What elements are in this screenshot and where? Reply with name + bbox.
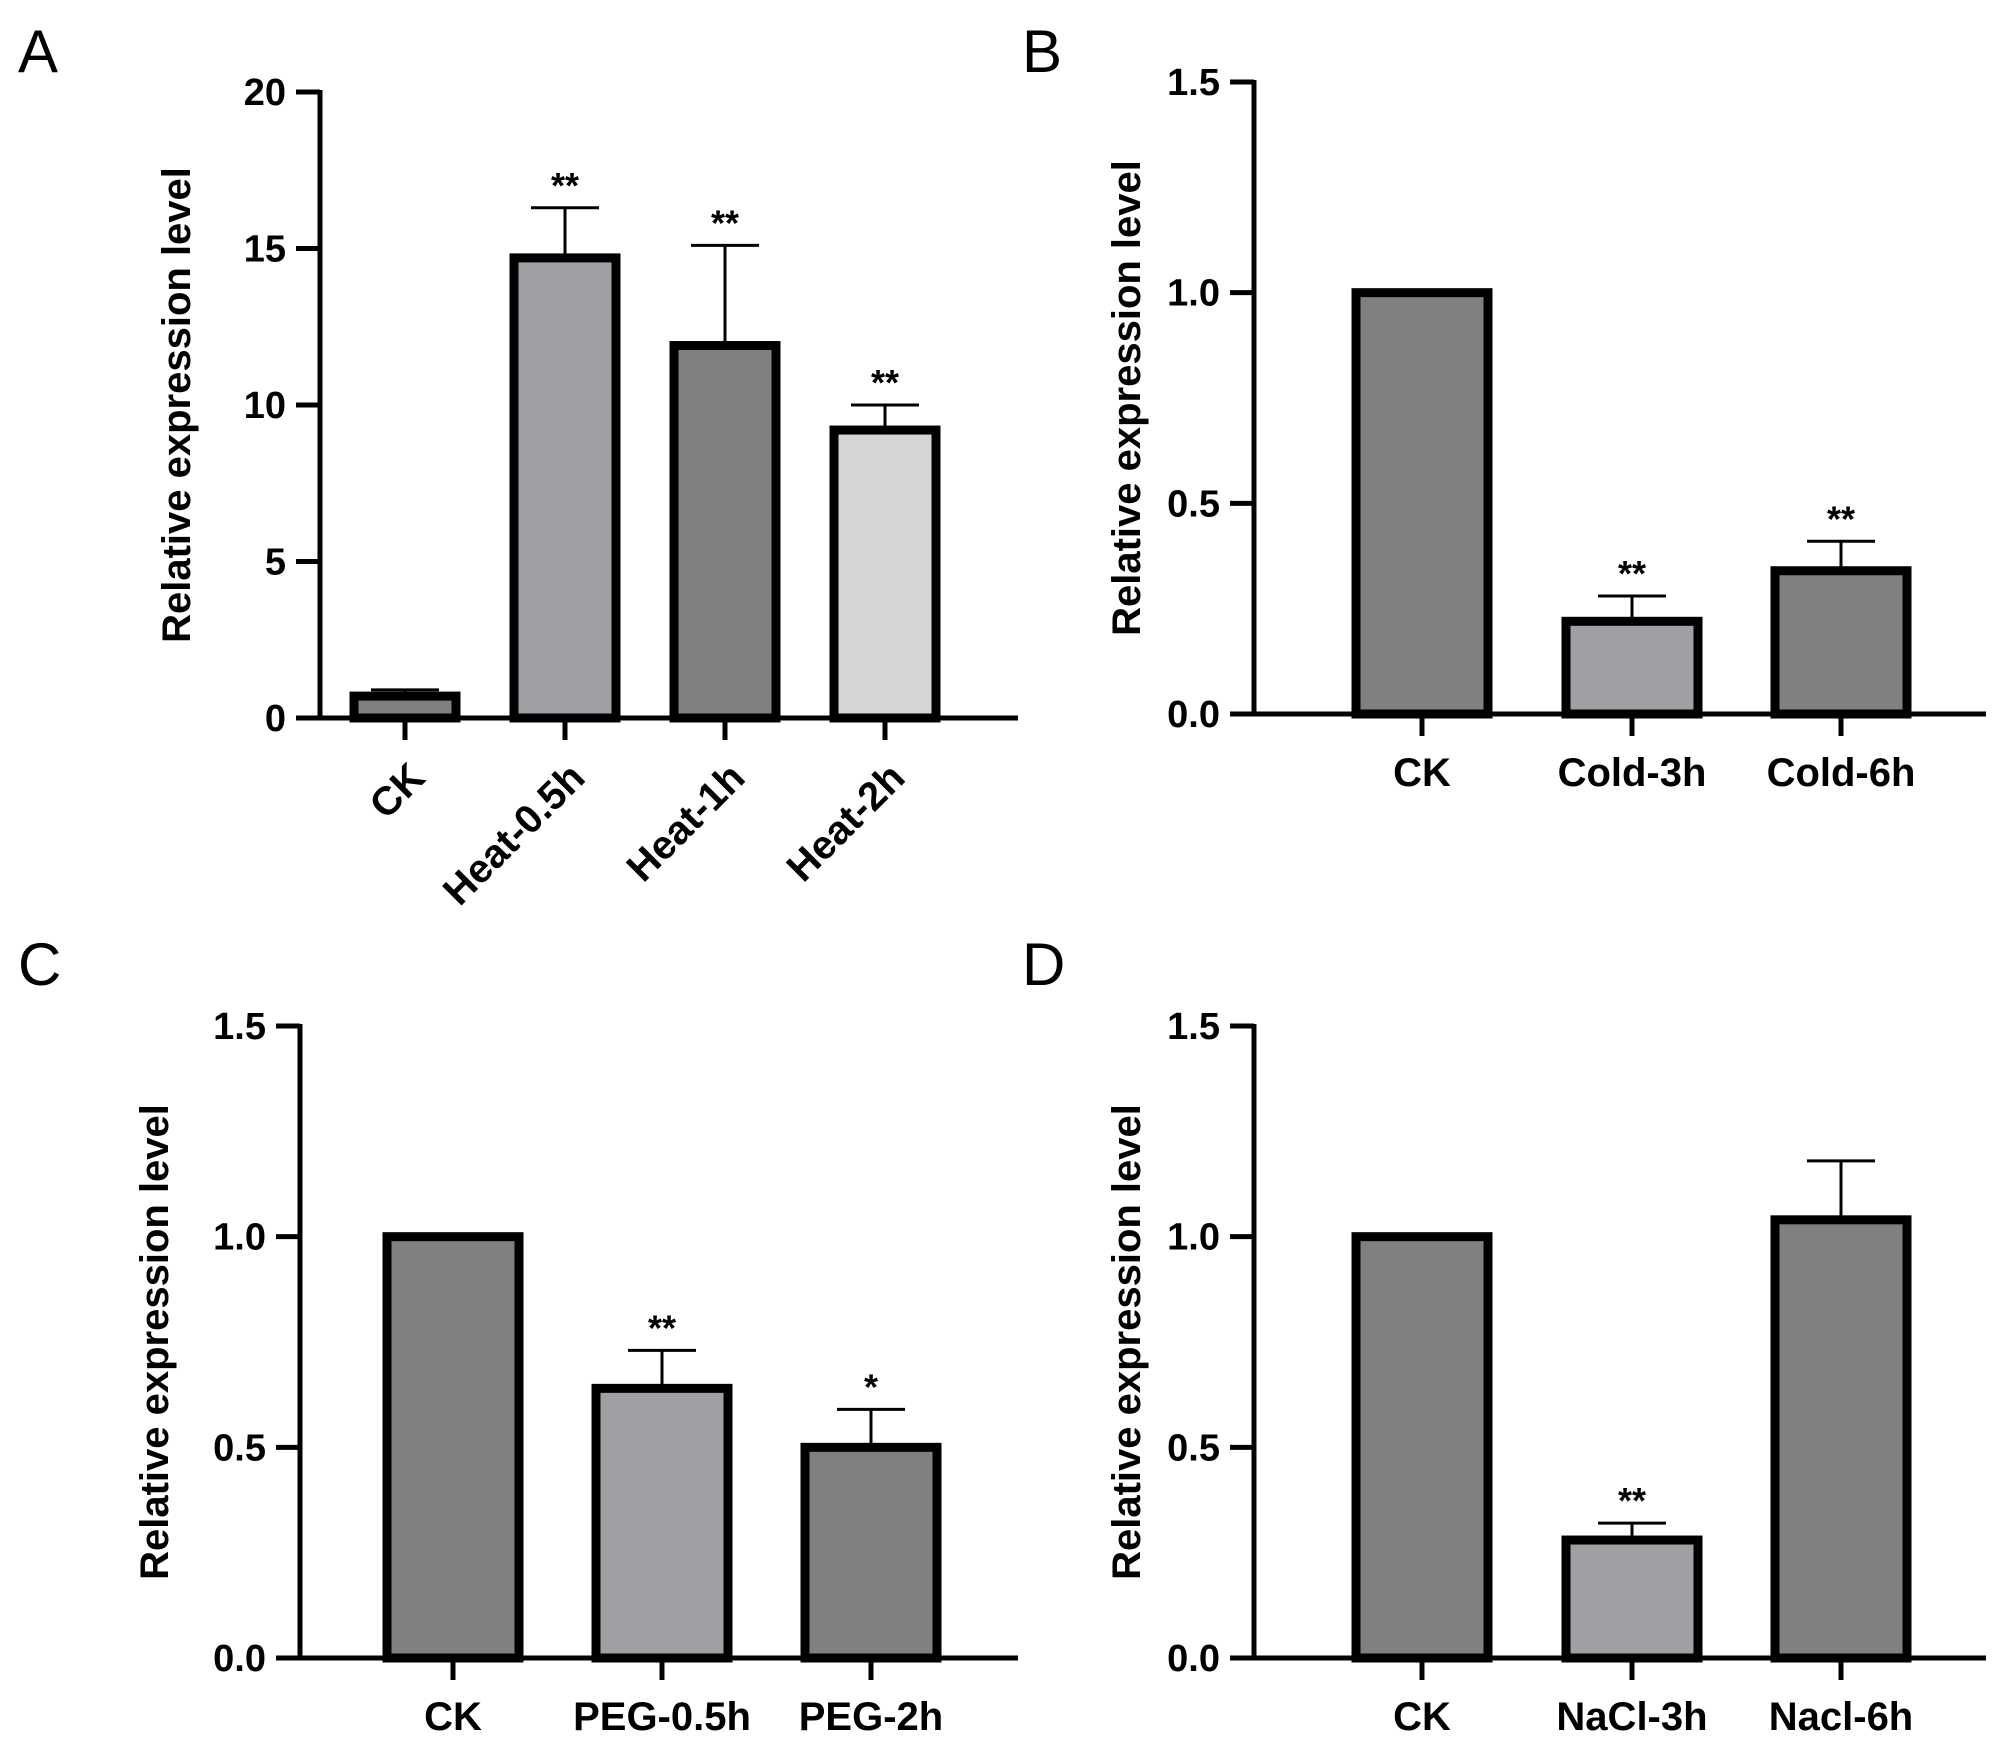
y-tick-label: 1.0	[1167, 273, 1220, 315]
y-tick-label: 1.5	[213, 1006, 266, 1048]
significance-label: **	[1618, 1480, 1646, 1521]
x-category-label: Nacl-6h	[1769, 1695, 1914, 1739]
panel-c: C Relative expression level 0.0 0.5 1.0 1.5 CK…	[18, 931, 1018, 1739]
bar-peg-2h	[800, 1442, 942, 1663]
y-tick-label: 0.0	[1167, 694, 1220, 736]
bar-heat-2h	[829, 425, 941, 723]
significance-label: *	[864, 1366, 878, 1407]
y-axis-title: Relative expression level	[133, 1104, 177, 1580]
y-tick-label: 1.5	[1167, 62, 1220, 104]
y-tick-label: 1.5	[1167, 1006, 1220, 1048]
panel-a: A Relative expression level 0 5 10 15 20 CK ** He…	[18, 18, 1018, 914]
bar-nacl-6h	[1770, 1215, 1912, 1663]
x-category-label: Heat-0.5h	[435, 755, 593, 913]
bar-ck	[1351, 288, 1493, 719]
x-category-label: NaCl-3h	[1556, 1695, 1707, 1739]
y-tick-label: 5	[265, 542, 286, 584]
x-category-label: Heat-2h	[779, 755, 914, 890]
significance-label: **	[1618, 553, 1646, 594]
bar-ck	[382, 1232, 524, 1663]
y-tick-label: 20	[244, 72, 286, 114]
y-axis-title: Relative expression level	[155, 167, 199, 643]
y-tick-label: 1.0	[213, 1217, 266, 1259]
y-tick-label: 0.5	[213, 1427, 266, 1469]
significance-label: **	[1827, 498, 1855, 539]
y-tick-label: 0.0	[1167, 1638, 1220, 1680]
y-tick-label: 0	[265, 698, 286, 740]
bar-ck	[1351, 1232, 1493, 1663]
x-category-label: CK	[424, 1695, 482, 1739]
x-category-label: CK	[361, 755, 433, 827]
y-tick-label: 15	[244, 229, 286, 271]
bar-cold-3h	[1561, 616, 1703, 719]
panel-letter: A	[18, 18, 58, 85]
panel-letter: D	[1022, 931, 1065, 998]
bar-heat-0-5h	[509, 253, 621, 723]
bar-peg-0-5h	[591, 1383, 733, 1663]
panel-letter: B	[1022, 18, 1062, 85]
significance-label: **	[711, 202, 739, 243]
y-tick-label: 10	[244, 385, 286, 427]
bar-heat-1h	[669, 341, 781, 723]
panel-d: D Relative expression level 0.0 0.5 1.0 1.5 CK…	[1022, 931, 1986, 1739]
x-category-label: Cold-3h	[1558, 751, 1707, 795]
bar-ck	[349, 691, 461, 723]
x-category-label: PEG-0.5h	[573, 1695, 751, 1739]
y-axis-title: Relative expression level	[1105, 160, 1149, 636]
bar-nacl-3h	[1561, 1535, 1703, 1663]
x-category-label: Cold-6h	[1767, 751, 1916, 795]
x-category-label: CK	[1393, 1695, 1451, 1739]
x-category-label: PEG-2h	[799, 1695, 943, 1739]
significance-label: **	[648, 1307, 676, 1348]
significance-label: **	[871, 362, 899, 403]
panel-b: B Relative expression level 0.0 0.5 1.0 1.5 CK…	[1022, 18, 1986, 795]
y-tick-label: 0.5	[1167, 1427, 1220, 1469]
bar-cold-6h	[1770, 566, 1912, 719]
panel-letter: C	[18, 931, 61, 998]
y-tick-label: 0.5	[1167, 483, 1220, 525]
y-tick-label: 1.0	[1167, 1217, 1220, 1259]
x-category-label: CK	[1393, 751, 1451, 795]
y-axis-title: Relative expression level	[1105, 1104, 1149, 1580]
x-category-label: Heat-1h	[619, 755, 754, 890]
significance-label: **	[551, 165, 579, 206]
y-tick-label: 0.0	[213, 1638, 266, 1680]
